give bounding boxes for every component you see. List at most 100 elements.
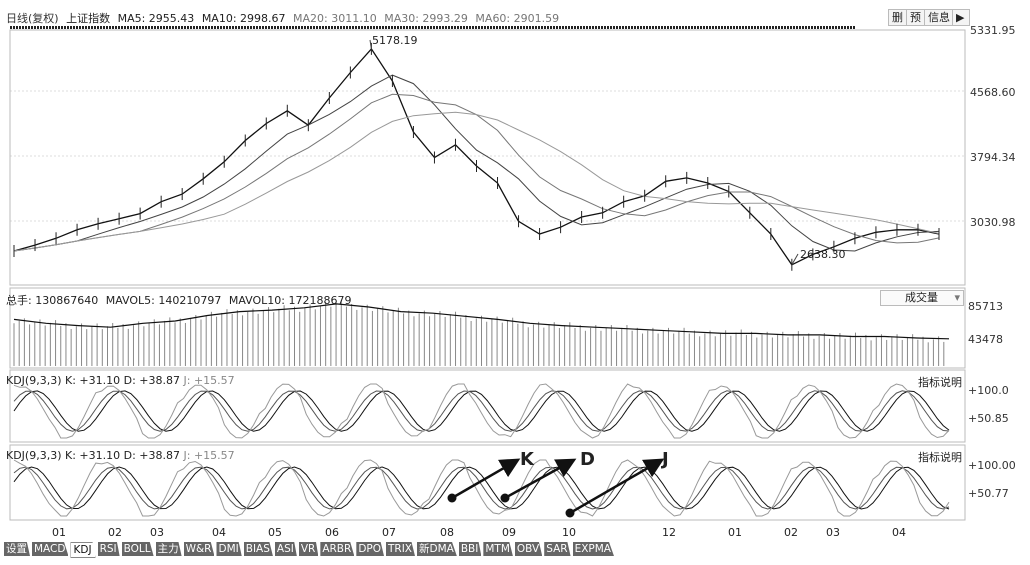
kdj1-ytick: +50.85 <box>968 412 1009 425</box>
tab-vr[interactable]: VR <box>298 542 319 556</box>
low-price-label: 2638.30 <box>800 248 846 261</box>
indicator-select[interactable]: 成交量 ▾ <box>880 290 964 306</box>
x-axis-label: 07 <box>382 526 396 539</box>
kdj2-d: D: +38.87 <box>123 449 181 462</box>
annotation-arrow <box>451 458 521 500</box>
x-axis-label: 05 <box>268 526 282 539</box>
ma30-value: MA30: 2993.29 <box>384 12 468 25</box>
price-ytick: 4568.60 <box>970 86 1016 99</box>
x-axis-label: 08 <box>440 526 454 539</box>
kdj2-ytick-value: 100.00 <box>977 459 1016 472</box>
tab-dmi[interactable]: DMI <box>216 542 242 556</box>
x-axis-label: 01 <box>52 526 66 539</box>
x-axis-label: 12 <box>662 526 676 539</box>
x-axis-label: 03 <box>826 526 840 539</box>
ma-line <box>13 93 940 252</box>
price-ytick: 5331.95 <box>970 24 1016 37</box>
kdj1-ytick: +100.0 <box>968 384 1009 397</box>
volume-panel-frame <box>9 287 966 369</box>
high-price-label: 5178.19 <box>372 34 418 47</box>
volume-mavol10: MAVOL10: 172188679 <box>228 294 352 307</box>
period-label: 日线(复权) <box>6 12 59 25</box>
tab-bbi[interactable]: BBI <box>458 542 482 556</box>
kdj1-header: KDJ(9,3,3) K: +31.10 D: +38.87 J: +15.57 <box>6 374 235 387</box>
tab-bias[interactable]: BIAS <box>243 542 273 556</box>
kdj-j-line <box>13 383 950 439</box>
price-ytick: 3794.34 <box>970 151 1016 164</box>
x-axis-label: 02 <box>108 526 122 539</box>
tab-设置[interactable]: 设置 <box>4 542 30 556</box>
tab-expma[interactable]: EXPMA <box>572 542 614 556</box>
tab-asi[interactable]: ASI <box>274 542 297 556</box>
volume-ytick: 43478 <box>968 333 1003 346</box>
annotation-arrow <box>569 458 665 515</box>
indicator-tabs: 设置 MACD KDJ RSI BOLL 主力 W&R DMI BIAS ASI VR ARBR DPO… <box>4 542 616 558</box>
kdj1-d: D: +38.87 <box>123 374 181 387</box>
tab-rsi[interactable]: RSI <box>97 542 120 556</box>
indicator-select-value: 成交量 <box>905 291 938 304</box>
kdj2-panel-frame <box>9 444 966 521</box>
high-pointer <box>369 39 372 49</box>
kdj2-ytick: +50.77 <box>968 487 1009 500</box>
kdj2-j: J: +15.57 <box>183 449 235 462</box>
ma60-value: MA60: 2901.59 <box>475 12 560 25</box>
annotation-arrow <box>504 458 577 500</box>
ma5-value: MA5: 2955.43 <box>117 12 195 25</box>
tab-sar[interactable]: SAR <box>544 542 571 556</box>
delete-button[interactable]: 删 <box>888 9 907 26</box>
collapse-arrow-icon[interactable]: ▶ <box>952 9 970 26</box>
kdj-d-line <box>13 466 950 510</box>
ma10-value: MA10: 2998.67 <box>201 12 286 25</box>
tab-主力[interactable]: 主力 <box>155 542 182 556</box>
kdj1-explain-link[interactable]: 指标说明 <box>918 376 962 389</box>
volume-ytick: 85713 <box>968 300 1003 313</box>
annotation-dot <box>447 493 457 503</box>
tab-trix[interactable]: TRIX <box>386 542 415 556</box>
volume-total: 总手: 130867640 <box>6 294 99 307</box>
volume-ma-line <box>13 303 950 340</box>
kdj1-name: KDJ(9,3,3) <box>6 374 62 387</box>
tab-w&r[interactable]: W&R <box>183 542 215 556</box>
marker-d: D <box>580 449 595 470</box>
chart-header: 日线(复权) 上证指数 MA5: 2955.43 MA10: 2998.67 M… <box>6 10 559 26</box>
x-axis-label: 06 <box>325 526 339 539</box>
x-axis-label: 10 <box>562 526 576 539</box>
kdj1-panel-frame <box>9 369 966 443</box>
tab-arbr[interactable]: ARBR <box>320 542 355 556</box>
kdj2-explain-link[interactable]: 指标说明 <box>918 451 962 464</box>
kdj-j-line <box>13 459 950 517</box>
kdj1-j: J: +15.57 <box>183 374 235 387</box>
marker-k: K <box>520 449 534 470</box>
ma-line <box>13 111 940 252</box>
x-axis-label: 01 <box>728 526 742 539</box>
tab-macd[interactable]: MACD <box>32 542 69 556</box>
price-panel-frame <box>9 29 966 286</box>
kdj2-ytick: +100.00 <box>968 459 1016 472</box>
tab-dpo[interactable]: DPO <box>356 542 384 556</box>
tab-mtm[interactable]: MTM <box>483 542 513 556</box>
info-button[interactable]: 信息 <box>924 9 954 26</box>
kdj1-ytick-value: 100.0 <box>977 384 1009 397</box>
index-name: 上证指数 <box>66 12 111 25</box>
tab-obv[interactable]: OBV <box>514 542 543 556</box>
kdj2-ytick-value: 50.77 <box>977 487 1009 500</box>
kdj-k-line <box>13 390 950 432</box>
tab-新dma[interactable]: 新DMA <box>417 542 457 556</box>
kdj2-k: K: +31.10 <box>65 449 121 462</box>
tab-boll[interactable]: BOLL <box>121 542 154 556</box>
kdj-d-line <box>13 390 950 432</box>
marker-j: J <box>662 449 669 470</box>
kdj2-header: KDJ(9,3,3) K: +31.10 D: +38.87 J: +15.57 <box>6 449 235 462</box>
x-axis-label: 02 <box>784 526 798 539</box>
kdj-k-line <box>13 466 950 510</box>
chevron-down-icon: ▾ <box>954 291 960 304</box>
x-axis-label: 03 <box>150 526 164 539</box>
kdj1-k: K: +31.10 <box>65 374 121 387</box>
kdj1-ytick-value: 50.85 <box>977 412 1009 425</box>
volume-header: 总手: 130867640 MAVOL5: 140210797 MAVOL10:… <box>6 292 351 308</box>
annotation-dot <box>565 508 575 518</box>
ma20-value: MA20: 3011.10 <box>293 12 377 25</box>
tab-kdj[interactable]: KDJ <box>70 542 96 558</box>
annotation-dot <box>500 493 510 503</box>
